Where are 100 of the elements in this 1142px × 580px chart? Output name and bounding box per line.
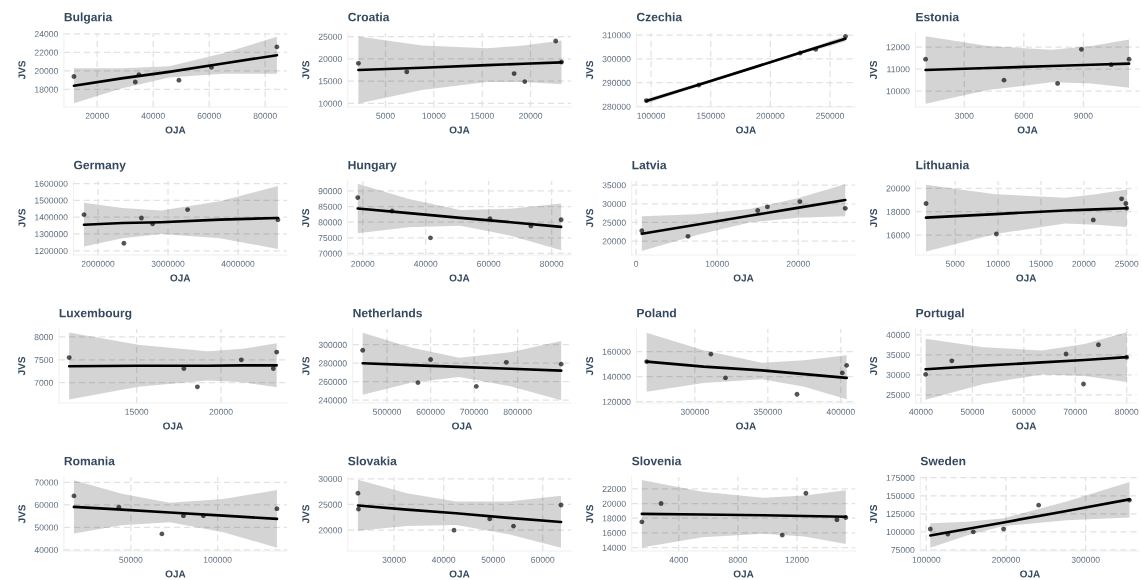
y-tick-label: 20000 [602,500,626,507]
chart-title: Sweden [920,456,966,466]
y-tick-label: 280000 [602,103,631,110]
x-tick-label: 20000 [209,408,233,415]
y-tick-label: 40000 [886,331,910,338]
x-tick-label: 25000 [1115,260,1139,267]
x-tick-label: 50000 [481,556,505,563]
y-tick-label: 8000 [34,334,53,341]
y-axis-title: JVS [586,60,594,80]
chart-title: Slovakia [348,456,397,466]
y-tick-label: 11000 [887,66,910,73]
y-tick-label: 14000 [602,544,626,551]
y-tick-label: 60000 [34,502,58,509]
x-tick-label: 30000 [382,556,406,563]
x-axis-title: OJA [170,274,191,282]
x-tick-label: 20000 [519,112,543,119]
x-tick-label: 700000 [460,408,489,415]
x-tick-label: 200000 [992,556,1021,563]
x-axis-title: OJA [1020,570,1040,578]
y-axis-title: JVS [18,356,26,376]
y-tick-label: 22000 [34,49,58,56]
y-tick-label: 1500000 [35,197,68,204]
y-tick-label: 35000 [602,182,626,189]
x-axis-title: OJA [736,126,756,134]
y-tick-label: 15000 [318,78,342,85]
chart-title: Poland [637,308,676,318]
y-axis-title: JVS [18,504,26,524]
x-tick-label: 6000 [1014,112,1034,119]
chart-title: Hungary [348,160,397,172]
chart-title: Netherlands [353,308,422,318]
y-tick-label: 85000 [318,203,342,210]
x-tick-label: 80000 [1115,408,1139,415]
x-tick-label: 150000 [697,112,725,119]
y-tick-label: 1400000 [35,214,68,221]
x-axis-title: OJA [449,570,470,578]
y-tick-label: 160000 [602,348,631,355]
y-tick-label: 310000 [602,32,631,39]
x-tick-label: 5000 [376,112,395,119]
y-tick-label: 30000 [602,200,626,207]
x-tick-label: 60000 [197,112,221,119]
x-axis-title: OJA [452,422,472,430]
x-tick-label: 100000 [637,112,666,119]
chart-title: Estonia [916,12,960,22]
chart-title: Luxembourg [59,308,132,320]
y-tick-label: 20000 [886,185,910,192]
chart-title: Romania [64,456,115,466]
x-tick-label: 20000 [1072,260,1096,267]
y-tick-label: 18000 [886,208,910,215]
x-tick-label: 200000 [756,112,785,119]
x-axis-title: OJA [449,126,470,134]
y-axis-title: JVS [870,356,878,376]
y-tick-label: 75000 [318,234,342,242]
y-tick-label: 175000 [886,474,915,481]
chart-title: Germany [74,160,126,172]
x-axis-title: OJA [1016,274,1037,282]
y-tick-label: 260000 [318,378,347,385]
y-axis-title: JVS [586,504,594,524]
y-tick-label: 1200000 [35,247,68,254]
y-tick-label: 30000 [318,475,342,482]
y-tick-label: 10000 [318,100,342,107]
x-tick-label: 20000 [85,112,109,119]
y-tick-label: 290000 [602,79,631,86]
x-tick-label: 300000 [1071,556,1100,563]
x-tick-label: 5000 [945,260,965,267]
y-tick-label: 140000 [602,373,631,380]
y-tick-label: 20000 [602,238,626,245]
y-axis-title: JVS [586,208,594,228]
y-tick-label: 240000 [318,397,347,404]
x-tick-label: 60000 [1012,408,1036,415]
x-tick-label: 50000 [119,556,143,563]
y-axis-title: JVS [586,356,594,376]
y-tick-label: 35000 [886,351,910,358]
y-tick-label: 18000 [35,86,58,93]
chart-title: Czechia [636,12,683,22]
y-axis-title: JVS [870,208,878,228]
y-tick-label: 7000 [34,379,53,386]
x-axis-title: OJA [163,422,183,430]
chart-title: Latvia [632,160,667,170]
x-tick-label: 0 [634,260,639,267]
x-tick-label: 70000 [1063,408,1087,415]
x-tick-label: 4000 [669,556,689,563]
x-tick-label: 600000 [416,408,445,415]
x-axis-title: OJA [165,570,186,578]
y-tick-label: 70000 [318,250,342,257]
y-tick-label: 20000 [318,55,342,63]
x-tick-label: 20000 [786,260,810,267]
y-tick-label: 24000 [34,31,58,38]
y-axis-title: JVS [18,208,26,228]
y-tick-label: 70000 [34,479,58,486]
y-tick-label: 16000 [602,530,626,537]
y-tick-label: 150000 [886,492,915,499]
x-tick-label: 50000 [960,408,985,415]
x-axis-title: OJA [733,570,754,578]
y-axis-title: JVS [869,60,878,80]
y-tick-label: 25000 [886,391,910,399]
chart-title: Slovenia [632,456,682,466]
x-tick-label: 400000 [826,408,855,415]
y-tick-label: 40000 [34,546,58,554]
y-tick-label: 20000 [318,527,342,534]
y-tick-label: 12000 [886,44,910,51]
